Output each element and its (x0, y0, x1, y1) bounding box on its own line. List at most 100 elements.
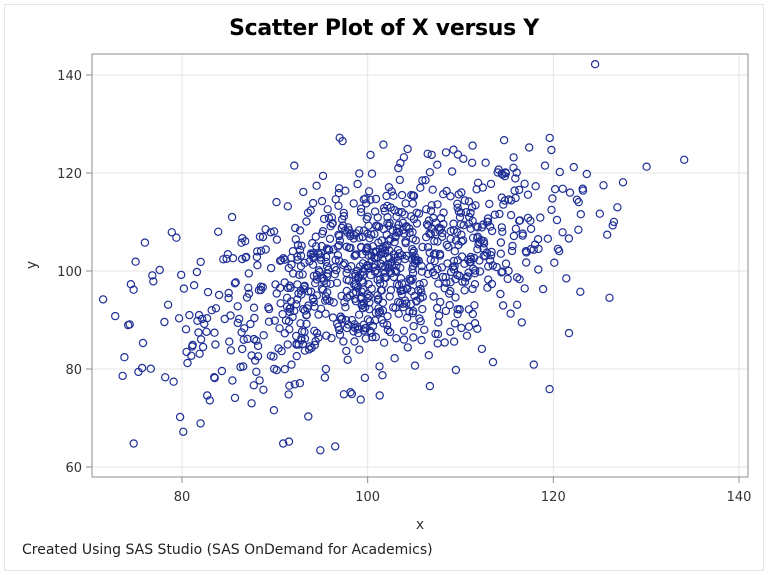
data-point (576, 287, 585, 296)
data-point (464, 219, 474, 228)
data-point (385, 327, 395, 337)
data-point (252, 367, 261, 376)
data-point (412, 297, 421, 306)
data-point (443, 259, 452, 268)
data-point (283, 283, 293, 293)
data-point (291, 223, 300, 233)
x-axis-ticks: 80 100 120 140 (174, 477, 751, 505)
data-point (188, 340, 197, 350)
data-point (195, 349, 204, 358)
data-point (350, 251, 359, 261)
data-point (449, 145, 458, 154)
data-point (331, 195, 340, 204)
data-point (467, 158, 477, 167)
data-point (484, 262, 493, 271)
data-point (250, 313, 259, 323)
data-point (131, 257, 140, 266)
data-point (179, 284, 189, 293)
data-point (472, 185, 481, 194)
data-point (228, 376, 237, 385)
data-point (393, 245, 403, 255)
data-point (455, 271, 464, 281)
data-point (377, 315, 386, 325)
data-point (346, 243, 355, 252)
data-point (330, 270, 339, 279)
data-point (441, 306, 451, 316)
data-point (473, 324, 482, 333)
data-point (205, 396, 214, 405)
data-point (347, 315, 357, 325)
data-point (550, 258, 559, 267)
data-point (439, 189, 448, 199)
data-point (558, 184, 567, 193)
data-point (473, 234, 482, 243)
data-point (291, 235, 300, 244)
data-point (470, 280, 480, 289)
y-tick-label: 100 (57, 265, 82, 280)
data-point (249, 303, 259, 312)
data-point (239, 335, 248, 344)
data-point (421, 175, 430, 185)
data-point (137, 363, 147, 373)
data-point (295, 270, 304, 279)
data-point (367, 284, 376, 293)
data-point (369, 262, 378, 272)
data-point (297, 241, 306, 250)
y-tick-label: 140 (57, 69, 82, 84)
data-point (506, 210, 516, 220)
data-point (379, 338, 389, 347)
data-point (293, 295, 302, 304)
data-point (417, 267, 427, 276)
data-point (243, 334, 252, 344)
data-point (253, 247, 262, 256)
data-point (203, 287, 213, 297)
data-point (339, 260, 348, 270)
data-point (496, 249, 505, 258)
data-point (474, 240, 483, 249)
data-point (327, 333, 336, 343)
data-point (286, 283, 295, 292)
data-point (422, 205, 431, 214)
data-point (475, 256, 484, 265)
data-point (120, 353, 129, 362)
data-point (181, 325, 191, 334)
data-point (275, 324, 284, 333)
data-point (296, 319, 305, 328)
data-point (370, 207, 380, 216)
data-point (289, 269, 298, 278)
data-point (217, 366, 227, 376)
data-point (358, 267, 368, 276)
data-point (160, 373, 170, 382)
data-point (303, 208, 313, 217)
data-point (240, 236, 250, 246)
data-point (365, 298, 374, 307)
data-point (230, 393, 240, 403)
data-point (334, 256, 344, 265)
data-point (193, 316, 202, 325)
data-point (351, 229, 361, 238)
data-point (498, 301, 508, 310)
data-point (442, 278, 451, 288)
data-point (300, 258, 309, 268)
data-point (391, 232, 400, 242)
data-point (466, 252, 475, 262)
data-point (507, 246, 517, 256)
data-point (555, 167, 565, 177)
data-point (470, 319, 480, 328)
data-point (509, 153, 518, 162)
data-point (545, 384, 554, 394)
data-point (110, 311, 120, 321)
data-point (446, 192, 455, 201)
y-axis-ticks: 60 80 100 120 140 (57, 69, 92, 476)
data-point (280, 329, 289, 338)
data-point (410, 361, 420, 370)
data-point (299, 305, 308, 314)
data-point (530, 240, 540, 249)
data-point (371, 332, 380, 342)
data-point (487, 226, 497, 236)
data-point (285, 307, 294, 317)
data-point (521, 246, 531, 256)
data-point (182, 347, 191, 357)
data-point (312, 291, 321, 300)
data-point (449, 337, 459, 346)
